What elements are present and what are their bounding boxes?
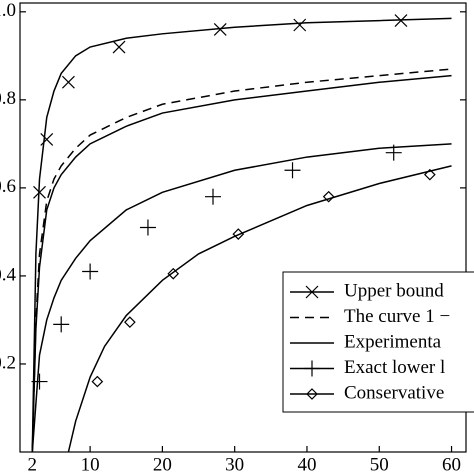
- marker: [306, 388, 318, 400]
- legend-label: Experimenta: [344, 331, 442, 352]
- x-tick-label: 10: [81, 454, 100, 474]
- marker-stroke: [124, 316, 136, 328]
- marker: [232, 228, 245, 240]
- series-line: [67, 165, 452, 453]
- marker-stroke: [213, 22, 227, 36]
- marker-stroke: [424, 168, 436, 181]
- marker: [304, 360, 320, 377]
- marker: [205, 188, 222, 205]
- marker: [91, 375, 104, 388]
- marker: [167, 267, 180, 280]
- series-line: [31, 17, 452, 453]
- marker: [124, 316, 136, 328]
- marker: [112, 40, 126, 54]
- y-tick-label: 0.2: [0, 352, 16, 373]
- y-tick-label: 0.6: [0, 176, 16, 197]
- marker: [293, 18, 307, 32]
- marker-stroke: [394, 14, 408, 28]
- marker-stroke: [306, 388, 318, 400]
- y-tick-label: 0.8: [0, 88, 16, 109]
- y-tick-label: 0.4: [0, 264, 17, 285]
- legend-label: Conservative: [344, 382, 444, 403]
- marker-stroke: [33, 185, 46, 199]
- marker-stroke: [293, 18, 307, 32]
- marker: [305, 285, 319, 299]
- legend-label: The curve 1 −: [344, 306, 450, 327]
- marker: [284, 162, 301, 179]
- x-tick-label: 30: [225, 454, 244, 474]
- marker: [31, 373, 48, 390]
- y-tick-label: 1.0: [0, 0, 16, 21]
- marker-stroke: [40, 133, 54, 146]
- marker: [40, 133, 54, 146]
- marker-stroke: [322, 190, 335, 203]
- x-tick-label: 20: [153, 454, 172, 474]
- x-tick-label: 40: [297, 454, 316, 474]
- series-line: [31, 143, 452, 453]
- marker-stroke: [91, 375, 104, 388]
- legend-label: Exact lower l: [344, 357, 445, 378]
- marker: [62, 75, 75, 89]
- x-tick-label: 2: [28, 454, 38, 474]
- series-line: [31, 68, 452, 453]
- x-tick-label: 50: [370, 454, 389, 474]
- series-line: [31, 74, 452, 453]
- marker-stroke: [167, 267, 180, 280]
- marker-stroke: [305, 285, 319, 299]
- marker-stroke: [62, 75, 75, 89]
- marker: [33, 185, 46, 199]
- marker: [385, 144, 402, 161]
- x-tick-label: 60: [442, 454, 461, 474]
- legend: Upper bound The curve 1 − Experimenta Exact…: [282, 271, 474, 413]
- marker: [53, 316, 70, 333]
- plot-frame: [19, 2, 467, 453]
- legend-label: Upper bound: [344, 280, 444, 301]
- marker: [394, 14, 408, 28]
- marker-stroke: [112, 40, 126, 54]
- marker: [424, 168, 436, 181]
- marker: [82, 263, 99, 280]
- marker: [213, 22, 227, 36]
- marker: [139, 219, 156, 236]
- marker: [322, 190, 335, 203]
- marker-stroke: [232, 228, 245, 240]
